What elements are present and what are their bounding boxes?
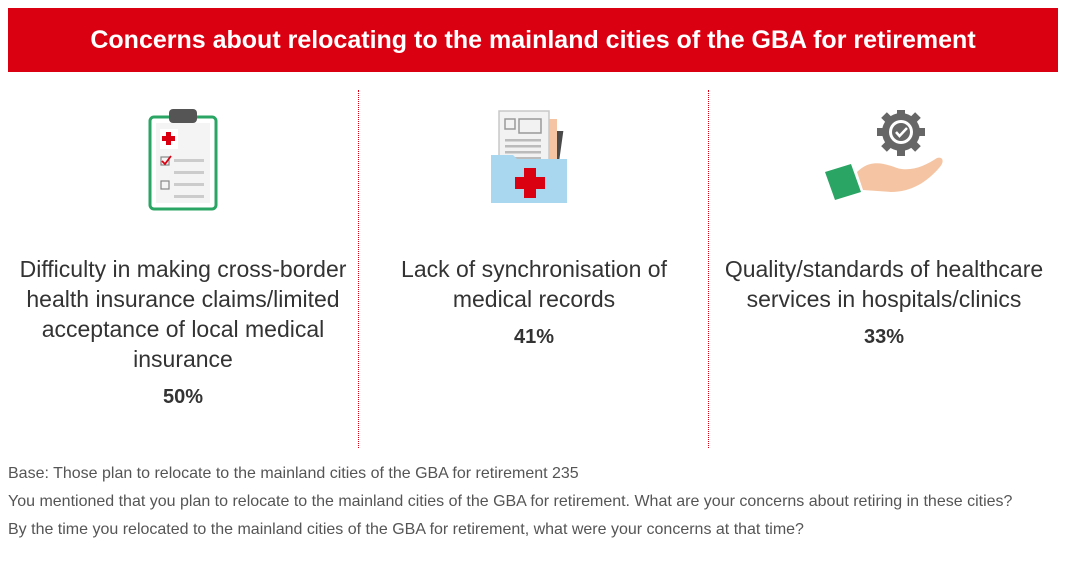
concern-item: Difficulty in making cross-border health… bbox=[8, 90, 358, 448]
concern-label: Lack of synchronisation of medical recor… bbox=[401, 256, 667, 312]
medical-folder-icon bbox=[459, 90, 609, 230]
concern-percentage: 33% bbox=[863, 326, 905, 348]
hand-quality-badge-icon bbox=[809, 90, 959, 230]
concern-percentage: 50% bbox=[162, 386, 204, 408]
concern-item: Lack of synchronisation of medical recor… bbox=[360, 90, 708, 448]
footnotes: Base: Those plan to relocate to the main… bbox=[8, 462, 1058, 546]
clipboard-checklist-icon bbox=[108, 90, 258, 230]
banner-title: Concerns about relocating to the mainlan… bbox=[8, 8, 1058, 72]
footnote-question: By the time you relocated to the mainlan… bbox=[8, 521, 804, 538]
concern-label: Quality/standards of healthcare services… bbox=[724, 256, 1044, 312]
footnote-base: Base: Those plan to relocate to the main… bbox=[8, 465, 579, 482]
concern-item: Quality/standards of healthcare services… bbox=[710, 90, 1058, 448]
concern-percentage: 41% bbox=[513, 326, 555, 348]
concern-label: Difficulty in making cross-border health… bbox=[19, 256, 347, 372]
footnote-question: You mentioned that you plan to relocate … bbox=[8, 493, 1013, 510]
column-divider bbox=[358, 90, 359, 448]
column-divider bbox=[708, 90, 709, 448]
